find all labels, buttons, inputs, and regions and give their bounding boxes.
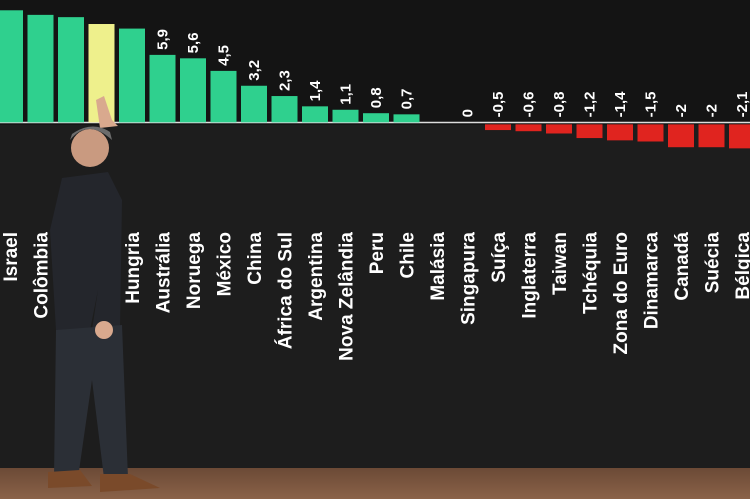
bar	[119, 28, 145, 123]
category-label: Canadá	[672, 232, 693, 301]
bar	[271, 96, 298, 123]
category-label: Suíça	[489, 232, 510, 283]
value-label: -0,5	[490, 91, 507, 117]
presenter-hand	[95, 321, 113, 339]
bar	[149, 54, 176, 123]
value-label: 0	[460, 109, 477, 117]
category-label: Austrália	[154, 232, 175, 314]
bar	[729, 124, 750, 149]
category-label: Dinamarca	[642, 232, 663, 330]
category-label: Israel	[1, 232, 22, 282]
category-label: Peru	[367, 232, 388, 274]
category-label: Tchéquia	[581, 232, 602, 314]
bar	[393, 114, 420, 123]
value-label: 5,6	[185, 32, 202, 53]
bar	[607, 124, 633, 141]
bar	[27, 14, 54, 123]
value-label: -1,4	[612, 91, 629, 118]
bar	[302, 106, 328, 123]
presenter-hand	[96, 96, 118, 128]
presenter-hair	[70, 126, 112, 140]
bar	[637, 124, 664, 142]
value-label: -1,2	[582, 91, 599, 117]
bar	[485, 124, 511, 131]
bar	[210, 70, 237, 123]
bar	[668, 124, 694, 148]
category-label: China	[245, 232, 266, 285]
value-label: 0,8	[368, 87, 385, 108]
value-label: 3,2	[246, 60, 263, 81]
presenter-shoe	[48, 470, 92, 488]
presenter-trousers	[54, 325, 128, 478]
category-label: Taiwan	[550, 232, 571, 295]
bar	[332, 109, 359, 123]
presenter-shoe	[100, 474, 160, 492]
bar	[0, 10, 23, 123]
value-label: 5,9	[155, 29, 172, 50]
value-label: 2,3	[277, 70, 294, 91]
bar	[546, 124, 572, 134]
bar	[698, 124, 725, 148]
category-label: África do Sul	[275, 232, 297, 349]
bar	[576, 124, 603, 139]
category-label: Zona do Euro	[611, 232, 632, 354]
category-label: México	[215, 232, 236, 296]
category-label: Colômbia	[32, 232, 53, 319]
value-label: -0,8	[551, 91, 568, 117]
value-label: -2,1	[734, 91, 750, 117]
category-label: Argentina	[306, 232, 327, 321]
presenter-head	[71, 129, 109, 167]
value-label: -0,6	[521, 91, 538, 117]
bar	[180, 58, 206, 123]
value-label: 1,4	[307, 80, 324, 102]
bar	[58, 17, 84, 123]
value-label: 0,7	[399, 88, 416, 109]
value-label: -1,5	[643, 91, 660, 117]
category-label: Malásia	[428, 232, 449, 301]
category-label: Bélgica	[733, 232, 750, 300]
category-label: Nova Zelândia	[337, 232, 358, 361]
value-label: -2	[704, 104, 721, 117]
value-label: 4,5	[216, 45, 233, 66]
presenter-jacket	[50, 172, 122, 340]
category-label: Inglaterra	[520, 232, 541, 319]
presenter	[48, 96, 160, 492]
value-label: -2	[673, 104, 690, 117]
category-label: Chile	[398, 232, 419, 278]
bar	[241, 85, 267, 123]
category-label: Noruega	[184, 232, 205, 310]
category-label: Hungria	[123, 232, 144, 304]
value-label: 1,1	[338, 84, 355, 105]
category-label: Singapura	[459, 232, 480, 325]
category-label: Suécia	[703, 232, 724, 294]
bar	[515, 124, 542, 132]
bar	[363, 113, 389, 123]
